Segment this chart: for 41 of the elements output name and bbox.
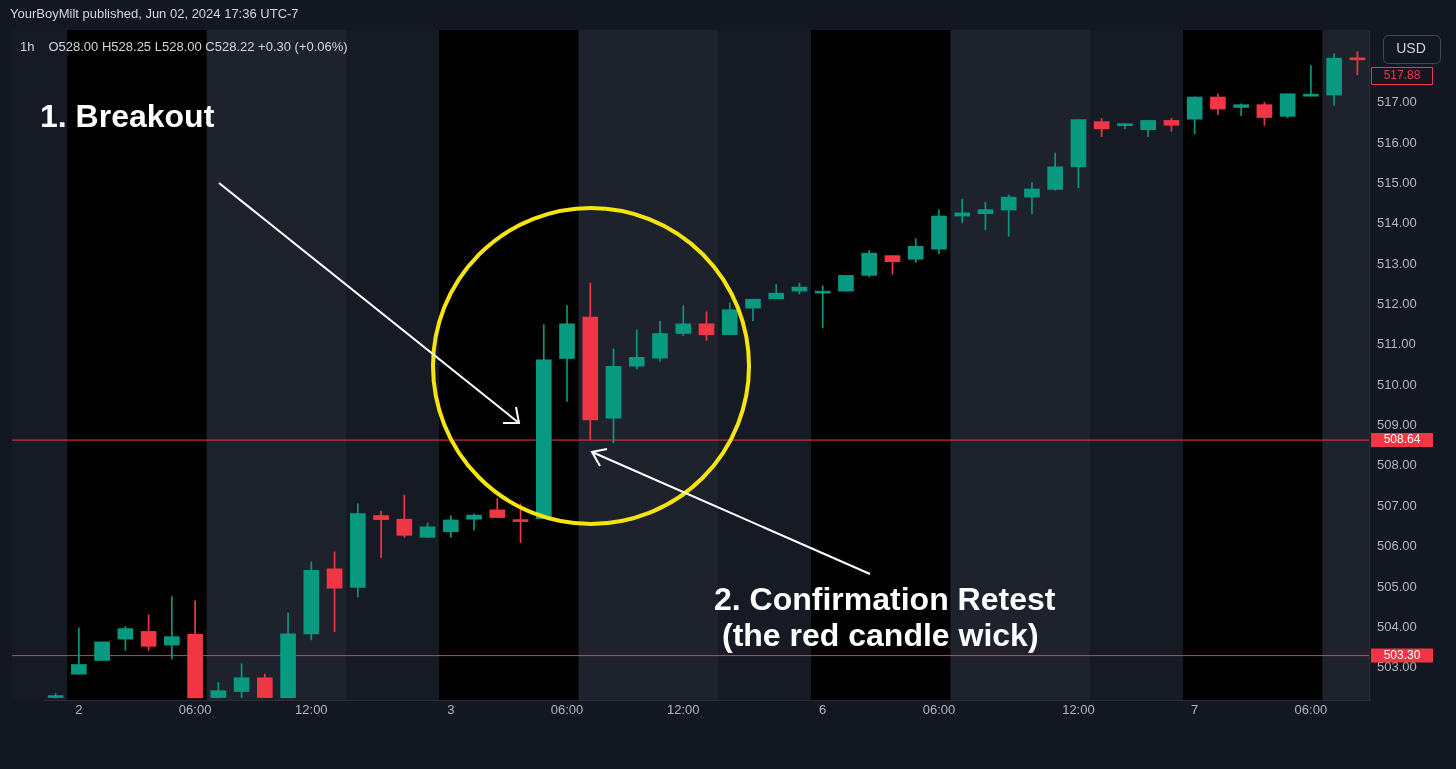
x-tick-label: 12:00 xyxy=(666,702,700,718)
y-tick-label: 509.00 xyxy=(1377,417,1417,433)
candlestick xyxy=(1303,65,1319,97)
x-tick-label: 3 xyxy=(447,702,455,718)
y-tick-label: 510.00 xyxy=(1377,376,1417,392)
x-tick-label: 06:00 xyxy=(922,702,956,718)
x-tick-label: 06:00 xyxy=(550,702,584,718)
x-tick-label: 7 xyxy=(1191,702,1199,718)
candlestick xyxy=(164,596,180,660)
ref-line-label: 508.64 xyxy=(1383,432,1421,447)
y-tick-label: 504.00 xyxy=(1377,618,1417,634)
x-tick-label: 6 xyxy=(819,702,827,718)
ref-line-label: 503.30 xyxy=(1383,647,1421,662)
text: USD xyxy=(1396,39,1426,56)
text: O528.00 H528.25 L528.00 C528.22 +0.30 (+0.06%) xyxy=(48,38,348,54)
text: YourBoyMilt published, Jun 02, 2024 17:36 UTC-7 xyxy=(10,5,299,21)
y-tick-label: 505.00 xyxy=(1377,578,1417,594)
x-tick-label: 06:00 xyxy=(178,702,212,718)
y-tick-label: 506.00 xyxy=(1377,538,1417,554)
text: 517.88 xyxy=(1383,68,1421,83)
y-tick-label: 513.00 xyxy=(1377,255,1417,271)
annotation: (the red candle wick) xyxy=(722,616,1039,653)
y-tick-label: 515.00 xyxy=(1377,174,1417,190)
candlestick xyxy=(71,627,87,675)
text: 1h xyxy=(20,38,35,54)
annotation: 1. Breakout xyxy=(40,97,215,134)
y-tick-label: 507.00 xyxy=(1377,497,1417,513)
y-tick-label: 512.00 xyxy=(1377,296,1417,312)
candlestick xyxy=(1024,182,1040,214)
x-tick-label: 12:00 xyxy=(295,702,328,718)
x-tick-label: 06:00 xyxy=(1294,702,1328,718)
y-tick-label: 517.00 xyxy=(1377,94,1417,110)
annotation: 2. Confirmation Retest xyxy=(714,580,1056,617)
y-tick-label: 514.00 xyxy=(1377,215,1417,231)
candlestick xyxy=(373,510,389,558)
y-tick-label: 503.00 xyxy=(1377,659,1417,675)
y-tick-label: 516.00 xyxy=(1377,134,1417,150)
y-tick-label: 508.00 xyxy=(1377,457,1417,473)
y-tick-label: 511.00 xyxy=(1377,336,1416,352)
x-tick-label: 2 xyxy=(75,702,83,718)
x-tick-label: 12:00 xyxy=(1062,702,1095,718)
